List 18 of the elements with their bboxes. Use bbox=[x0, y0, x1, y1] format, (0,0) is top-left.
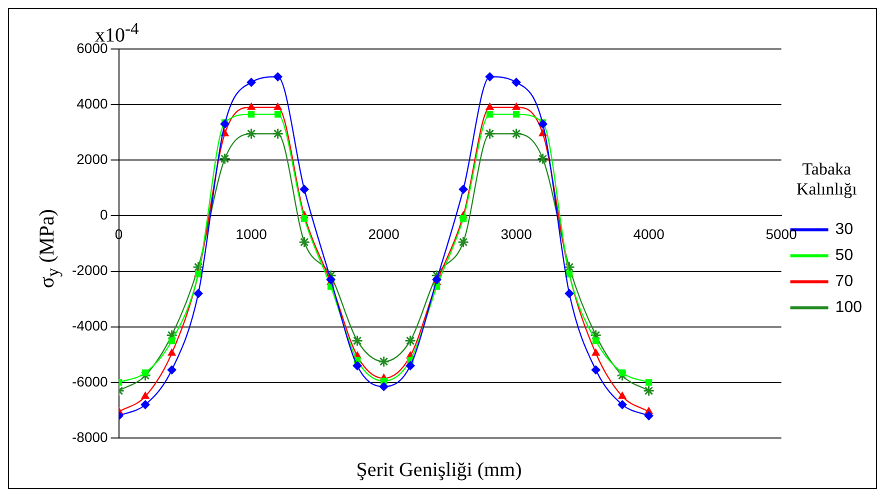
x-tick-label: 3000 bbox=[500, 226, 532, 242]
y-tick-label: 4000 bbox=[76, 95, 108, 112]
x-tick-label: 4000 bbox=[633, 226, 665, 242]
y-tick-label: 2000 bbox=[76, 151, 108, 167]
legend-label: 50 bbox=[835, 247, 854, 264]
legend-label: 70 bbox=[835, 273, 854, 290]
legend-title: Tabaka Kalınlığı bbox=[796, 159, 858, 199]
legend-label: 30 bbox=[835, 221, 854, 238]
x-tick-label: 1000 bbox=[236, 226, 268, 242]
x-tick-label: 2000 bbox=[368, 226, 400, 242]
y-tick-label: -2000 bbox=[72, 262, 108, 278]
legend-label: 100 bbox=[835, 299, 862, 316]
y-tick-label: 0 bbox=[100, 206, 108, 223]
y-tick-label: -4000 bbox=[72, 318, 108, 334]
y-tick-label: -8000 bbox=[72, 428, 108, 445]
y-tick-label: -6000 bbox=[72, 373, 108, 390]
x-tick-label: 5000 bbox=[766, 226, 798, 242]
x-axis-title: Şerit Genişliği (mm) bbox=[355, 459, 523, 482]
